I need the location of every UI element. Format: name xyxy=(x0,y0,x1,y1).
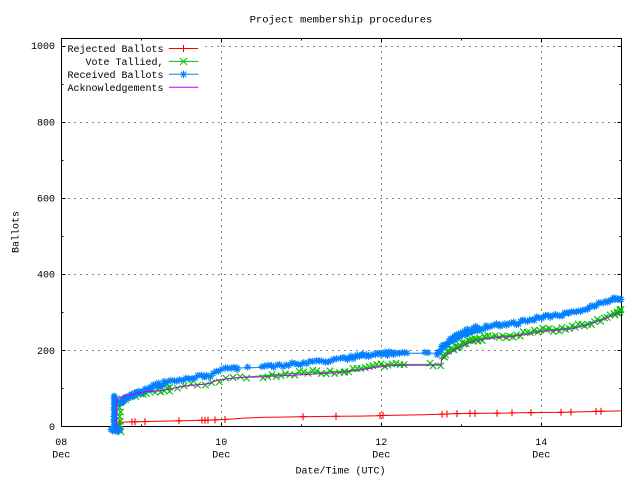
svg-text:Acknowledgements: Acknowledgements xyxy=(67,83,163,95)
svg-text:800: 800 xyxy=(37,118,55,129)
svg-text:08: 08 xyxy=(55,438,67,449)
svg-text:14: 14 xyxy=(535,438,547,449)
svg-text:Dec: Dec xyxy=(372,450,390,461)
svg-text:Project membership procedures: Project membership procedures xyxy=(250,15,433,27)
svg-text:Ballots: Ballots xyxy=(10,211,22,253)
svg-text:400: 400 xyxy=(37,271,55,282)
svg-text:0: 0 xyxy=(49,423,55,434)
svg-text:10: 10 xyxy=(215,438,227,449)
svg-text:600: 600 xyxy=(37,195,55,206)
svg-text:Received Ballots: Received Ballots xyxy=(67,70,163,82)
svg-text:Vote Tallied,: Vote Tallied, xyxy=(85,57,163,69)
svg-text:200: 200 xyxy=(37,347,55,358)
svg-text:12: 12 xyxy=(375,438,387,449)
svg-text:Date/Time (UTC): Date/Time (UTC) xyxy=(295,466,385,478)
svg-text:Dec: Dec xyxy=(212,450,230,461)
svg-text:1000: 1000 xyxy=(31,42,55,53)
svg-text:Dec: Dec xyxy=(52,450,70,461)
svg-text:Dec: Dec xyxy=(532,450,550,461)
svg-text:Rejected Ballots: Rejected Ballots xyxy=(67,44,163,56)
